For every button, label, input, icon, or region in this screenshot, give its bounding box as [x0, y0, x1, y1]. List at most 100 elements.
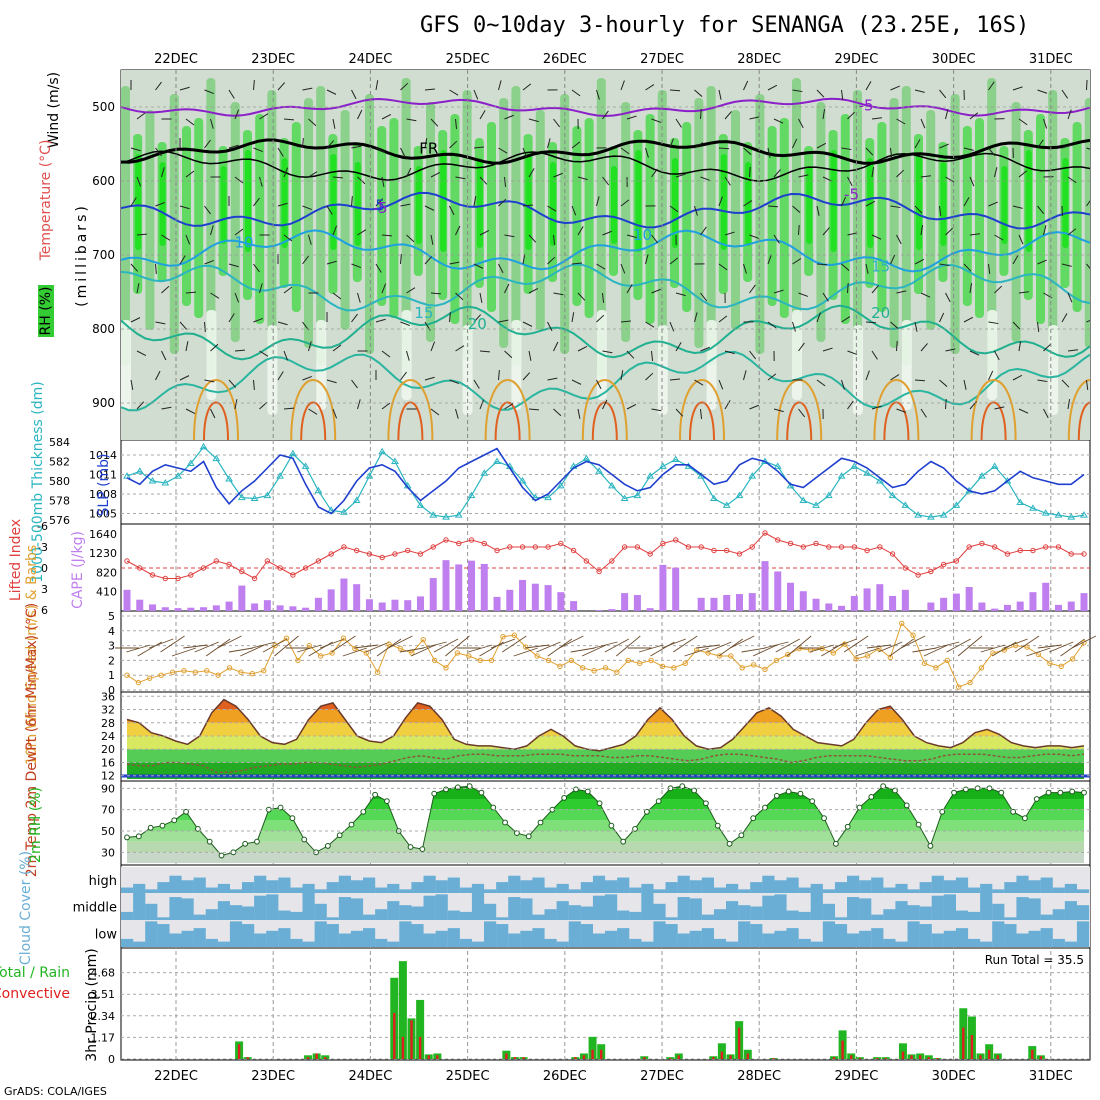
wind-barb [1067, 349, 1078, 352]
wind-barb [553, 172, 563, 178]
cape-bar [952, 593, 960, 611]
wind-barb [375, 80, 379, 91]
cloud-cover-bar [459, 887, 472, 893]
thickness-tick-label: 578 [49, 495, 70, 508]
rh-point [537, 819, 544, 826]
cloud-cover-bar [229, 889, 243, 893]
wind-barb [228, 144, 239, 149]
thickness-point [212, 454, 221, 462]
cloud-cover-bar [338, 875, 351, 893]
surface-wind-barb [126, 644, 151, 653]
wind-barb [749, 284, 756, 294]
surface-wind-barb [570, 647, 595, 653]
cloud-cover-bar [266, 894, 279, 920]
wind-barb [130, 317, 141, 323]
thickness-tick-label: 584 [49, 436, 70, 449]
wind-speed-point [557, 663, 563, 670]
isotherm-label: 20 [871, 304, 890, 322]
rh-point [135, 833, 142, 840]
precip-convective-bar [393, 1012, 396, 1059]
rh-patch [1048, 90, 1058, 360]
wind-speed-point [944, 657, 950, 664]
top-date-label: 31DEC [1029, 52, 1073, 67]
rh-patch [706, 86, 716, 366]
li-point [813, 540, 819, 547]
li-tick-label: 3 [41, 583, 48, 596]
cloud-cover-bar [278, 877, 291, 893]
cloud-cover-bar [459, 911, 472, 920]
li-point [991, 544, 998, 550]
wind-barb [351, 313, 358, 323]
wind-barb [749, 116, 760, 120]
rh-point [915, 821, 922, 828]
wind-barb [1093, 113, 1100, 119]
wind-barb [547, 205, 557, 212]
rh-point [124, 834, 130, 841]
cape-bar [557, 592, 565, 611]
wind-barb [155, 263, 157, 275]
li-point [200, 565, 207, 571]
chart-title: GFS 0~10day 3-hourly for SENANGA (23.25E… [420, 13, 1029, 38]
cape-bar [327, 589, 335, 611]
cape-bar [812, 598, 820, 611]
precip-convective-bar [599, 1049, 603, 1059]
precip-tick-label: 1.17 [91, 1031, 116, 1044]
li-point [902, 565, 909, 571]
wind-barb [375, 318, 386, 323]
cape-bar [531, 583, 539, 611]
wind-barb [253, 79, 255, 91]
cloud-cover-bar [1064, 883, 1077, 893]
precip-convective-bar [668, 1058, 672, 1059]
wind-barb [939, 143, 949, 149]
wind-barb [822, 227, 830, 236]
li-point [226, 561, 232, 568]
cloud-cover-bar [217, 883, 230, 893]
wind-barb [822, 292, 829, 302]
precip-convective-bar [936, 1058, 939, 1059]
wind-barb [939, 205, 942, 216]
cloud-cover-bar [738, 921, 751, 947]
thickness-point [978, 472, 986, 479]
cloud-cover-bar [677, 875, 690, 893]
cape-bar [123, 589, 131, 611]
wind-barb [767, 254, 772, 265]
wind-barb [332, 118, 336, 129]
wind-speed-point [158, 672, 164, 678]
temp-tick-label: 32 [101, 704, 115, 717]
wind-barb [773, 234, 780, 244]
thickness-point [161, 478, 170, 486]
isotherm-label: FR [419, 140, 438, 158]
warm-isotherm [873, 379, 920, 440]
wind-barb [136, 350, 147, 356]
rh-patch [950, 94, 960, 354]
precip-convective-bar [712, 1057, 715, 1059]
cloud-cover-bar [847, 875, 860, 893]
surface-wind-barb [912, 647, 937, 653]
thickness-point [518, 477, 527, 484]
wind-barb [473, 146, 484, 149]
warm-isotherm [883, 401, 910, 440]
cape-bar [1067, 601, 1075, 611]
rh-point [242, 840, 249, 847]
wind-barb [473, 196, 477, 207]
wind-barb [283, 118, 295, 121]
surface-wind-barb [661, 638, 687, 649]
wind-barb [136, 233, 148, 236]
wind-barb [406, 350, 410, 361]
cape-bar [404, 600, 412, 611]
wind-barb [553, 292, 564, 296]
warm-isotherm [203, 401, 229, 440]
cloud-cover-bar [568, 889, 581, 893]
cloud-cover-bar [641, 883, 654, 893]
wind-speed-point [614, 669, 620, 675]
surface-wind-barb [411, 644, 436, 657]
wind-barb [504, 350, 513, 359]
wind-barb [455, 408, 459, 419]
pressure-axis-label: (millibars) [74, 203, 90, 307]
warm-isotherm [1067, 379, 1090, 440]
wind-speed-point [500, 634, 506, 640]
wind-barb [914, 139, 921, 149]
thickness-point [901, 501, 910, 508]
wind-barb [896, 340, 898, 352]
wind-barb [988, 147, 996, 157]
